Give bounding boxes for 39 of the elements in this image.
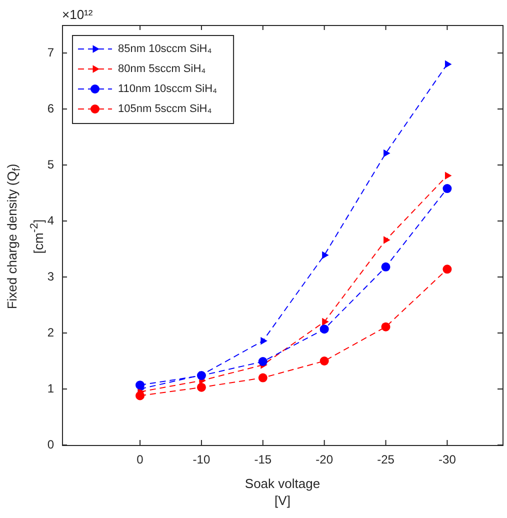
y-tick-label: 3 <box>47 269 54 284</box>
x-tick-label: -20 <box>316 452 334 467</box>
x-axis-title: Soak voltage [V] <box>244 475 322 509</box>
point <box>320 356 329 366</box>
x-tick-label: -25 <box>377 452 395 467</box>
point <box>384 236 390 244</box>
legend-label: 110nm 10sccm SiH₄ <box>118 83 218 96</box>
point <box>196 382 206 392</box>
point <box>258 373 268 382</box>
y-tick-label: 6 <box>47 101 54 116</box>
point <box>258 357 268 366</box>
x-tick-label: -30 <box>438 452 456 467</box>
x-tick-label: -15 <box>254 452 272 467</box>
point <box>136 380 145 390</box>
legend-label: 105nm 5sccm SiH₄ <box>118 103 212 116</box>
point <box>136 391 145 400</box>
y-tick-label: 4 <box>47 213 54 228</box>
point <box>444 60 452 68</box>
point <box>444 172 452 180</box>
y-tick-label: 1 <box>47 381 54 396</box>
y-tick-label: 2 <box>47 325 54 340</box>
x-tick-label: 0 <box>136 452 144 467</box>
x-tick-label: -10 <box>192 452 210 467</box>
y-tick-label: 7 <box>47 45 54 60</box>
point <box>381 262 390 272</box>
point <box>442 264 452 274</box>
y-tick-label: 5 <box>47 157 54 172</box>
point <box>442 184 452 194</box>
point <box>381 322 390 332</box>
legend-label: 85nm 10sccm SiH₄ <box>118 43 212 56</box>
point <box>196 371 206 380</box>
point <box>260 336 268 345</box>
point <box>384 149 390 158</box>
point <box>322 251 329 260</box>
point <box>322 318 329 326</box>
text: ×10¹² <box>62 7 94 22</box>
y-tick-label: 0 <box>47 437 54 452</box>
point <box>320 324 329 334</box>
legend-label: 80nm 5sccm SiH₄ <box>118 63 206 76</box>
